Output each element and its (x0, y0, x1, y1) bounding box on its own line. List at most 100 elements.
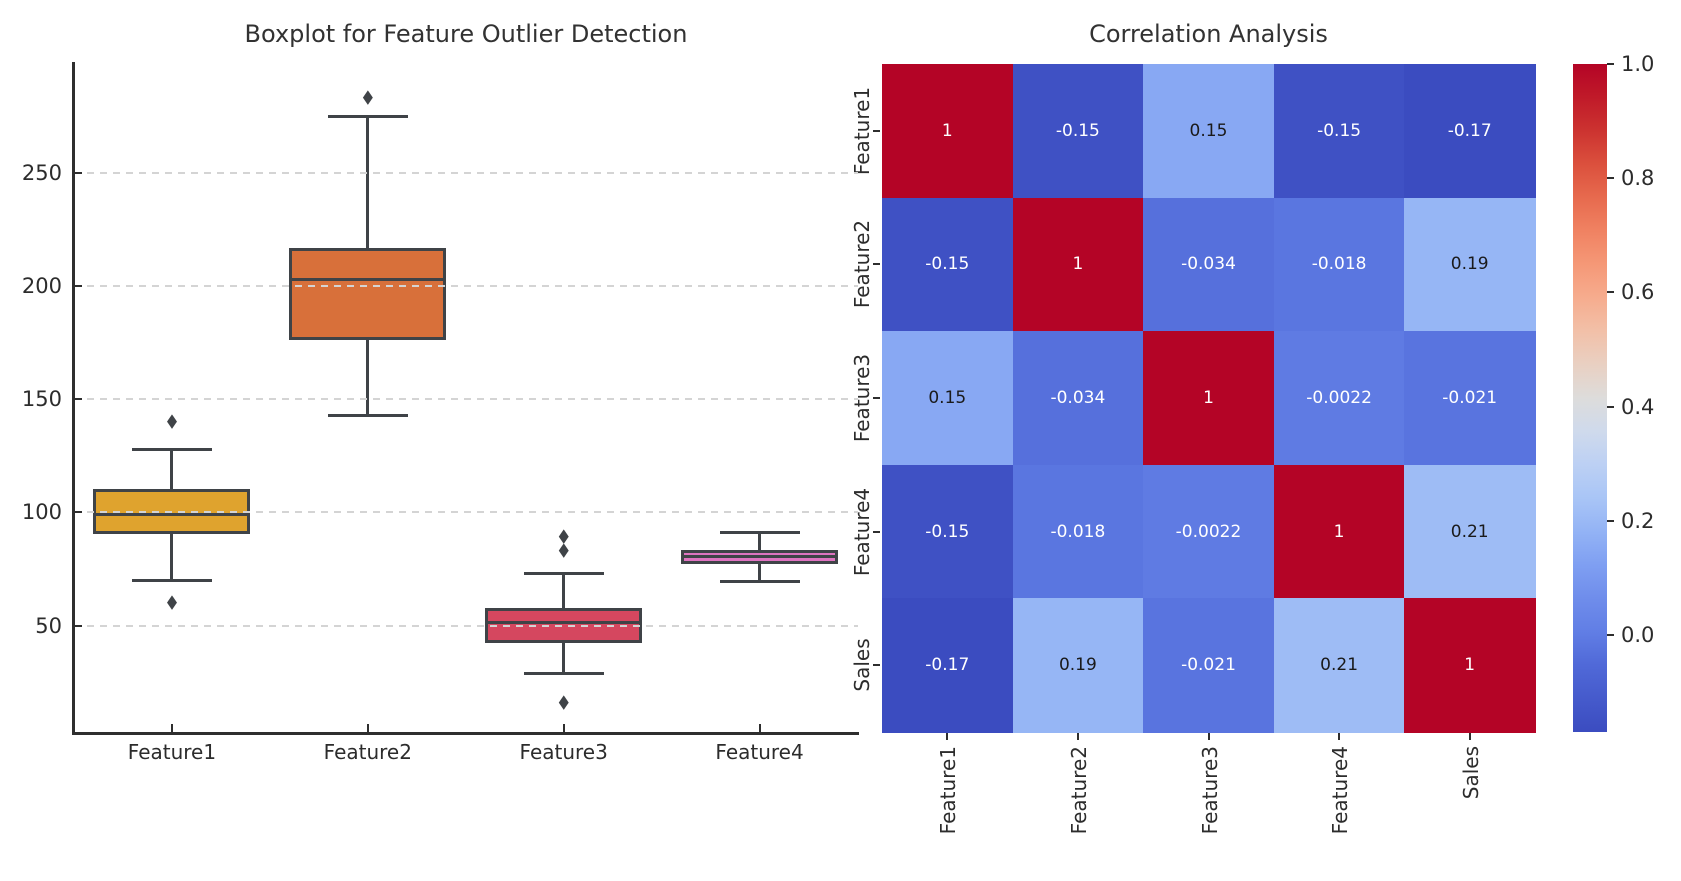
heatmap-cell (1012, 464, 1144, 599)
heatmap-cell-value: -0.021 (1181, 655, 1236, 676)
heatmap-cell (882, 598, 1014, 733)
heatmap-y-tick-mark (873, 263, 880, 266)
y-tick-mark (74, 398, 82, 401)
colorbar-tick-mark (1607, 291, 1614, 294)
heatmap-row-label: Feature2 (850, 220, 874, 309)
colorbar-tick-mark (1607, 633, 1614, 636)
y-tick-mark (74, 171, 82, 174)
y-tick-label: 250 (21, 160, 62, 185)
heatmap-cell-value: -0.15 (925, 254, 970, 275)
heatmap-cell-value: -0.17 (1447, 120, 1492, 141)
heatmap-cell-value: -0.15 (1317, 120, 1362, 141)
box-median (485, 620, 643, 624)
heatmap-cell-value: -0.0022 (1175, 521, 1242, 542)
y-tick-mark (74, 285, 82, 288)
box-whisker-cap-high (131, 447, 212, 451)
heatmap-y-tick-mark (873, 129, 880, 132)
x-tick-mark (366, 724, 369, 732)
heatmap-cell-value: -0.034 (1181, 254, 1236, 275)
y-tick-label: 50 (35, 613, 62, 638)
heatmap-cell (1273, 598, 1405, 733)
colorbar-tick-mark (1607, 177, 1614, 180)
heatmap-cell-value: 0.15 (1189, 120, 1228, 141)
heatmap-cell (1273, 197, 1405, 332)
heatmap-row-label: Sales (850, 638, 874, 692)
heatmap-cell (882, 64, 1014, 199)
heatmap-cell (1404, 197, 1536, 332)
heatmap-x-tick-mark (1468, 733, 1471, 740)
heatmap-cell (1273, 64, 1405, 199)
box-rect-feature2 (289, 247, 447, 341)
heatmap-cell (1012, 64, 1144, 199)
heatmap-cell-value: 1 (941, 120, 953, 141)
heatmap-cell (1404, 64, 1536, 199)
gridline (74, 511, 858, 514)
colorbar-tick-label: 0.2 (1621, 508, 1655, 533)
heatmap-cell-value: -0.0022 (1306, 387, 1372, 408)
y-tick-mark (74, 511, 82, 514)
heatmap-col-label: Feature1 (936, 746, 961, 835)
colorbar-tick-mark (1607, 519, 1614, 522)
heatmap-cell (1012, 331, 1144, 466)
heatmap-col-label: Feature3 (1197, 746, 1222, 835)
heatmap-cell (1404, 464, 1536, 599)
boxplot-title: Boxplot for Feature Outlier Detection (244, 20, 688, 48)
heatmap-cell (1404, 331, 1536, 466)
heatmap-cell (882, 464, 1014, 599)
x-tick-label: Feature4 (715, 740, 804, 764)
colorbar-gradient (1573, 64, 1607, 732)
box-median (681, 555, 839, 559)
heatmap-cell-value: 1 (1072, 254, 1084, 275)
colorbar-tick-label: 0.8 (1621, 166, 1655, 191)
heatmap-y-tick-mark (873, 530, 880, 533)
heatmap-cell (1143, 331, 1275, 466)
heatmap-col-label: Feature4 (1328, 746, 1353, 835)
heatmap-y-tick-mark (873, 397, 880, 399)
heatmap-cell-value: 1 (1333, 521, 1345, 542)
heatmap-cell-value: -0.021 (1442, 387, 1498, 408)
x-tick-label: Feature2 (323, 740, 412, 764)
axis-spine-bottom (72, 732, 859, 735)
y-tick-label: 150 (21, 387, 62, 412)
box-rect-feature1 (93, 488, 251, 534)
gridline (74, 624, 858, 627)
heatmap-cell (1143, 64, 1275, 199)
box-whisker-cap-low (523, 671, 604, 675)
box-whisker-cap-low (131, 578, 212, 582)
heatmap-col-label: Feature2 (1066, 746, 1091, 835)
x-tick-mark (170, 724, 173, 732)
box-median (93, 513, 251, 517)
heatmap-cell (1273, 464, 1405, 599)
heatmap-x-tick-mark (1207, 733, 1210, 740)
x-tick-label: Feature1 (127, 740, 217, 764)
box-whisker-cap-high (327, 114, 408, 118)
heatmap-cell-value: 0.19 (1450, 254, 1489, 275)
gridline (74, 398, 858, 401)
box-whisker-cap-high (719, 531, 800, 535)
gridline (74, 171, 858, 174)
heatmap-cell-value: 0.19 (1058, 655, 1097, 676)
colorbar-tick-label: 0.6 (1621, 280, 1655, 305)
heatmap-cell-value: -0.018 (1311, 254, 1367, 275)
box-whisker-cap-low (327, 413, 408, 417)
gridline (74, 285, 858, 288)
heatmap-cell-value: -0.15 (925, 521, 970, 542)
heatmap-row-label: Feature1 (850, 86, 874, 175)
heatmap-title: Correlation Analysis (1089, 20, 1328, 48)
heatmap-cell-value: -0.17 (925, 655, 970, 676)
colorbar-tick-label: 1.0 (1621, 52, 1655, 76)
heatmap-cell-value: 0.21 (1450, 521, 1489, 542)
x-tick-label: Feature3 (519, 740, 608, 764)
colorbar-tick-mark (1607, 405, 1614, 408)
axis-spine-left (72, 62, 75, 734)
heatmap-cell (882, 331, 1014, 466)
heatmap-cell (1143, 598, 1275, 733)
x-tick-mark (758, 724, 761, 732)
x-tick-mark (562, 724, 565, 732)
heatmap-x-tick-mark (1076, 733, 1079, 740)
heatmap-row-label: Feature4 (850, 487, 874, 576)
heatmap-cell-value: -0.034 (1050, 387, 1106, 408)
box-whisker-cap-low (719, 579, 800, 583)
heatmap-x-tick-mark (946, 733, 949, 740)
